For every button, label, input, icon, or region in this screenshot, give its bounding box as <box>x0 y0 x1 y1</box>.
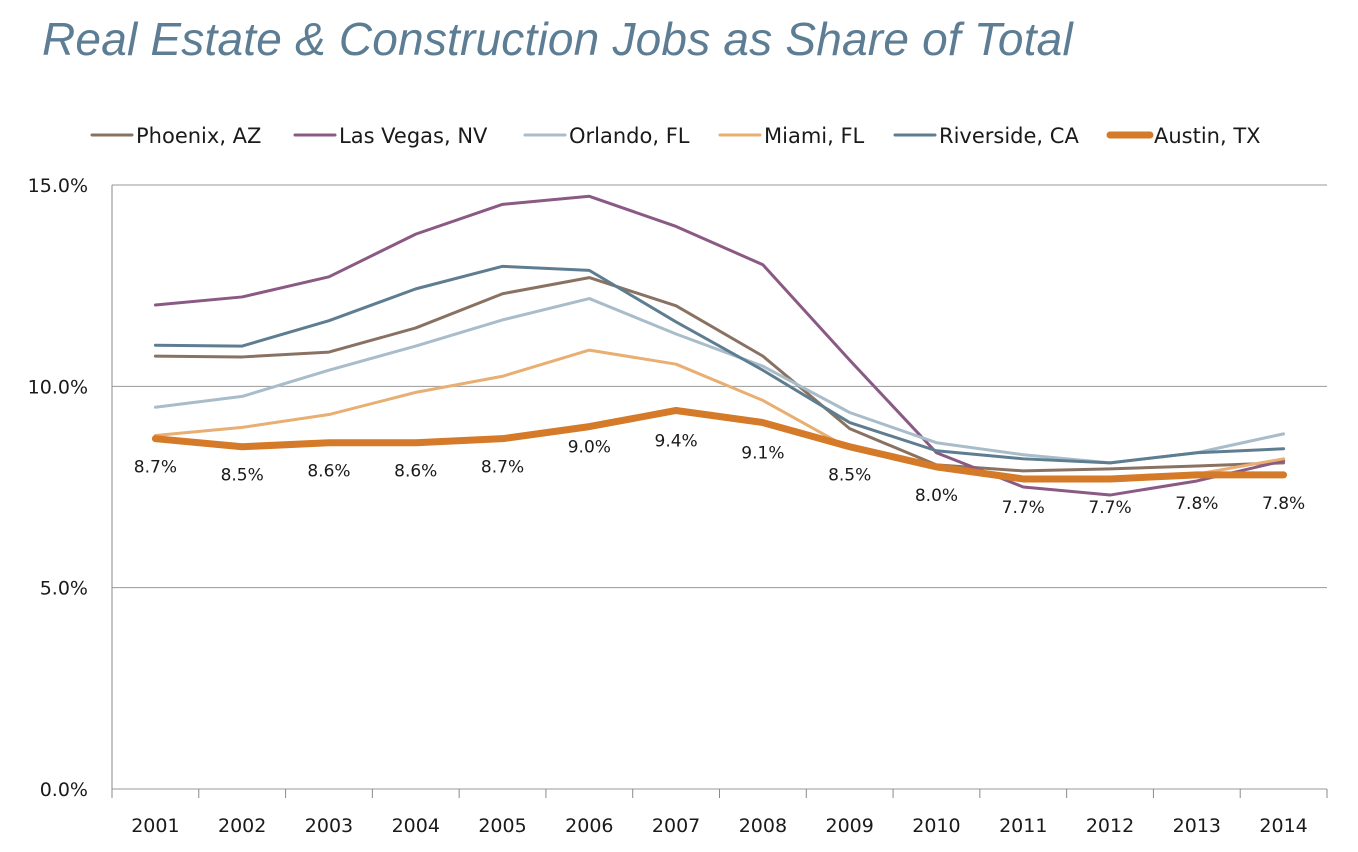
data-label: 8.6% <box>394 462 437 482</box>
series-line-las-vegas-nv <box>153 194 1286 497</box>
x-tick-label: 2009 <box>825 815 873 837</box>
x-tick-label: 2005 <box>478 815 526 837</box>
x-tick-label: 2004 <box>392 815 440 837</box>
data-label: 8.5% <box>221 466 264 486</box>
data-label: 8.7% <box>134 458 177 478</box>
data-label: 8.6% <box>307 462 350 482</box>
x-tick-label: 2010 <box>912 815 960 837</box>
series-line-austin-tx <box>151 406 1288 483</box>
data-label: 9.0% <box>568 438 611 458</box>
x-tick-label: 2007 <box>652 815 700 837</box>
data-label: 7.7% <box>1002 498 1045 518</box>
data-label: 7.8% <box>1175 494 1218 514</box>
x-tick-label: 2001 <box>131 815 179 837</box>
y-tick-label: 5.0% <box>40 578 88 600</box>
x-tick-label: 2011 <box>999 815 1047 837</box>
legend-label: Orlando, FL <box>569 124 690 148</box>
legend-label: Miami, FL <box>764 124 865 148</box>
x-tick-label: 2012 <box>1086 815 1134 837</box>
x-tick-label: 2014 <box>1259 815 1307 837</box>
y-tick-label: 15.0% <box>28 175 88 197</box>
series-line-phoenix-az <box>153 276 1286 473</box>
data-label: 8.7% <box>481 458 524 478</box>
x-tick-label: 2008 <box>739 815 787 837</box>
x-tick-label: 2013 <box>1173 815 1221 837</box>
legend-label: Las Vegas, NV <box>339 124 488 148</box>
y-tick-label: 10.0% <box>28 376 88 398</box>
data-label: 7.7% <box>1088 498 1131 518</box>
data-label: 9.4% <box>655 431 698 451</box>
series-line-riverside-ca <box>153 264 1286 465</box>
legend-label: Phoenix, AZ <box>136 124 261 148</box>
x-tick-label: 2006 <box>565 815 613 837</box>
legend-label: Austin, TX <box>1154 124 1261 148</box>
x-tick-label: 2002 <box>218 815 266 837</box>
y-tick-label: 0.0% <box>40 779 88 801</box>
legend-label: Riverside, CA <box>939 124 1079 148</box>
data-label: 7.8% <box>1262 494 1305 514</box>
data-label: 9.1% <box>741 444 784 464</box>
x-tick-label: 2003 <box>305 815 353 837</box>
data-label: 8.5% <box>828 466 871 486</box>
chart-title: Real Estate & Construction Jobs as Share… <box>42 13 1073 65</box>
data-label: 8.0% <box>915 486 958 506</box>
